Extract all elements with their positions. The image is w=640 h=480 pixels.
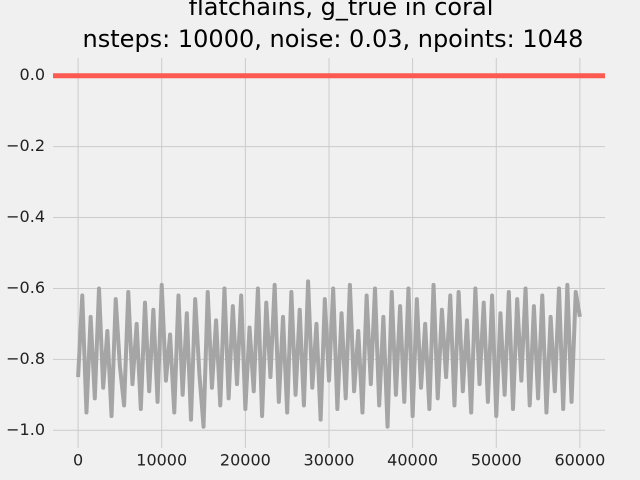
x-tick-label: 60000 bbox=[554, 451, 605, 470]
y-tick-label: −0.8 bbox=[6, 349, 45, 368]
y-tick-label: 0.0 bbox=[20, 65, 45, 84]
x-tick-label: 40000 bbox=[387, 451, 438, 470]
x-tick-label: 30000 bbox=[304, 451, 355, 470]
y-tick-label: −1.0 bbox=[6, 420, 45, 439]
series-line bbox=[76, 279, 582, 429]
chart-subtitle: nsteps: 10000, noise: 0.03, npoints: 104… bbox=[83, 25, 584, 53]
x-tick-label: 20000 bbox=[220, 451, 271, 470]
x-tick-label: 50000 bbox=[471, 451, 522, 470]
y-tick-label: −0.2 bbox=[6, 136, 45, 155]
y-tick-label: −0.4 bbox=[6, 207, 45, 226]
chart-title: flatchains, g_true in coral bbox=[189, 0, 494, 21]
y-tick-label: −0.6 bbox=[6, 278, 45, 297]
x-tick-label: 0 bbox=[73, 451, 83, 470]
x-tick-label: 10000 bbox=[136, 451, 187, 470]
